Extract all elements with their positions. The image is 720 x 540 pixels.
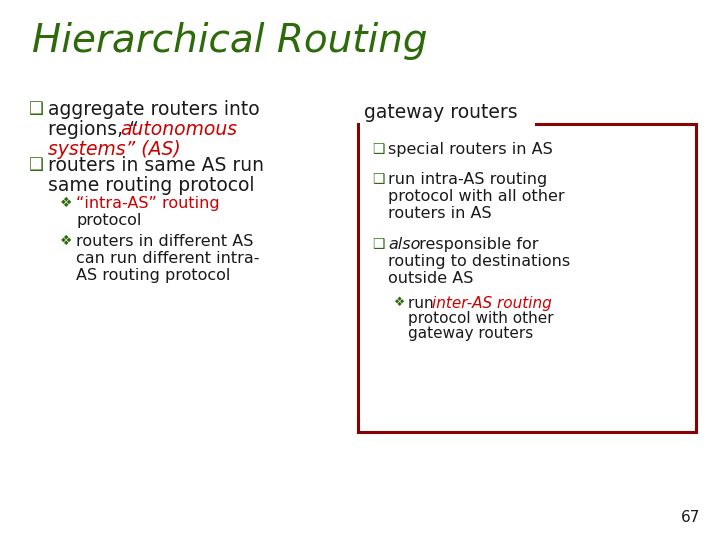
Text: AS routing protocol: AS routing protocol [76, 268, 230, 283]
Text: “intra-AS” routing: “intra-AS” routing [76, 196, 220, 211]
Text: autonomous: autonomous [120, 120, 237, 139]
Text: gateway routers: gateway routers [408, 326, 534, 341]
Text: ❖: ❖ [394, 296, 405, 309]
Text: responsible for: responsible for [414, 237, 539, 252]
Text: Hierarchical Routing: Hierarchical Routing [32, 22, 428, 60]
Text: ❑: ❑ [28, 156, 43, 174]
Text: routers in AS: routers in AS [388, 206, 492, 221]
Text: gateway routers: gateway routers [364, 103, 518, 122]
Text: ❑: ❑ [372, 172, 384, 186]
Text: systems” (AS): systems” (AS) [48, 140, 181, 159]
Bar [360, 109, 535, 127]
Text: protocol: protocol [76, 213, 141, 228]
Text: routers in different AS: routers in different AS [76, 234, 253, 249]
Text: run intra-AS routing: run intra-AS routing [388, 172, 547, 187]
Text: inter-AS routing: inter-AS routing [432, 296, 552, 311]
FancyBboxPatch shape [358, 124, 696, 432]
Text: also: also [388, 237, 420, 252]
Text: run: run [408, 296, 438, 311]
Text: protocol with other: protocol with other [408, 311, 554, 326]
Text: can run different intra-: can run different intra- [76, 251, 259, 266]
Text: ❑: ❑ [372, 142, 384, 156]
Text: outside AS: outside AS [388, 271, 473, 286]
Text: ❖: ❖ [60, 234, 73, 248]
Text: regions, “: regions, “ [48, 120, 139, 139]
Text: ❑: ❑ [372, 237, 384, 251]
Text: routing to destinations: routing to destinations [388, 254, 570, 269]
Text: same routing protocol: same routing protocol [48, 176, 254, 195]
Text: aggregate routers into: aggregate routers into [48, 100, 260, 119]
Text: special routers in AS: special routers in AS [388, 142, 553, 157]
Text: ❑: ❑ [28, 100, 43, 118]
Text: 67: 67 [680, 510, 700, 525]
Text: protocol with all other: protocol with all other [388, 189, 564, 204]
Text: routers in same AS run: routers in same AS run [48, 156, 264, 175]
Text: ❖: ❖ [60, 196, 73, 210]
